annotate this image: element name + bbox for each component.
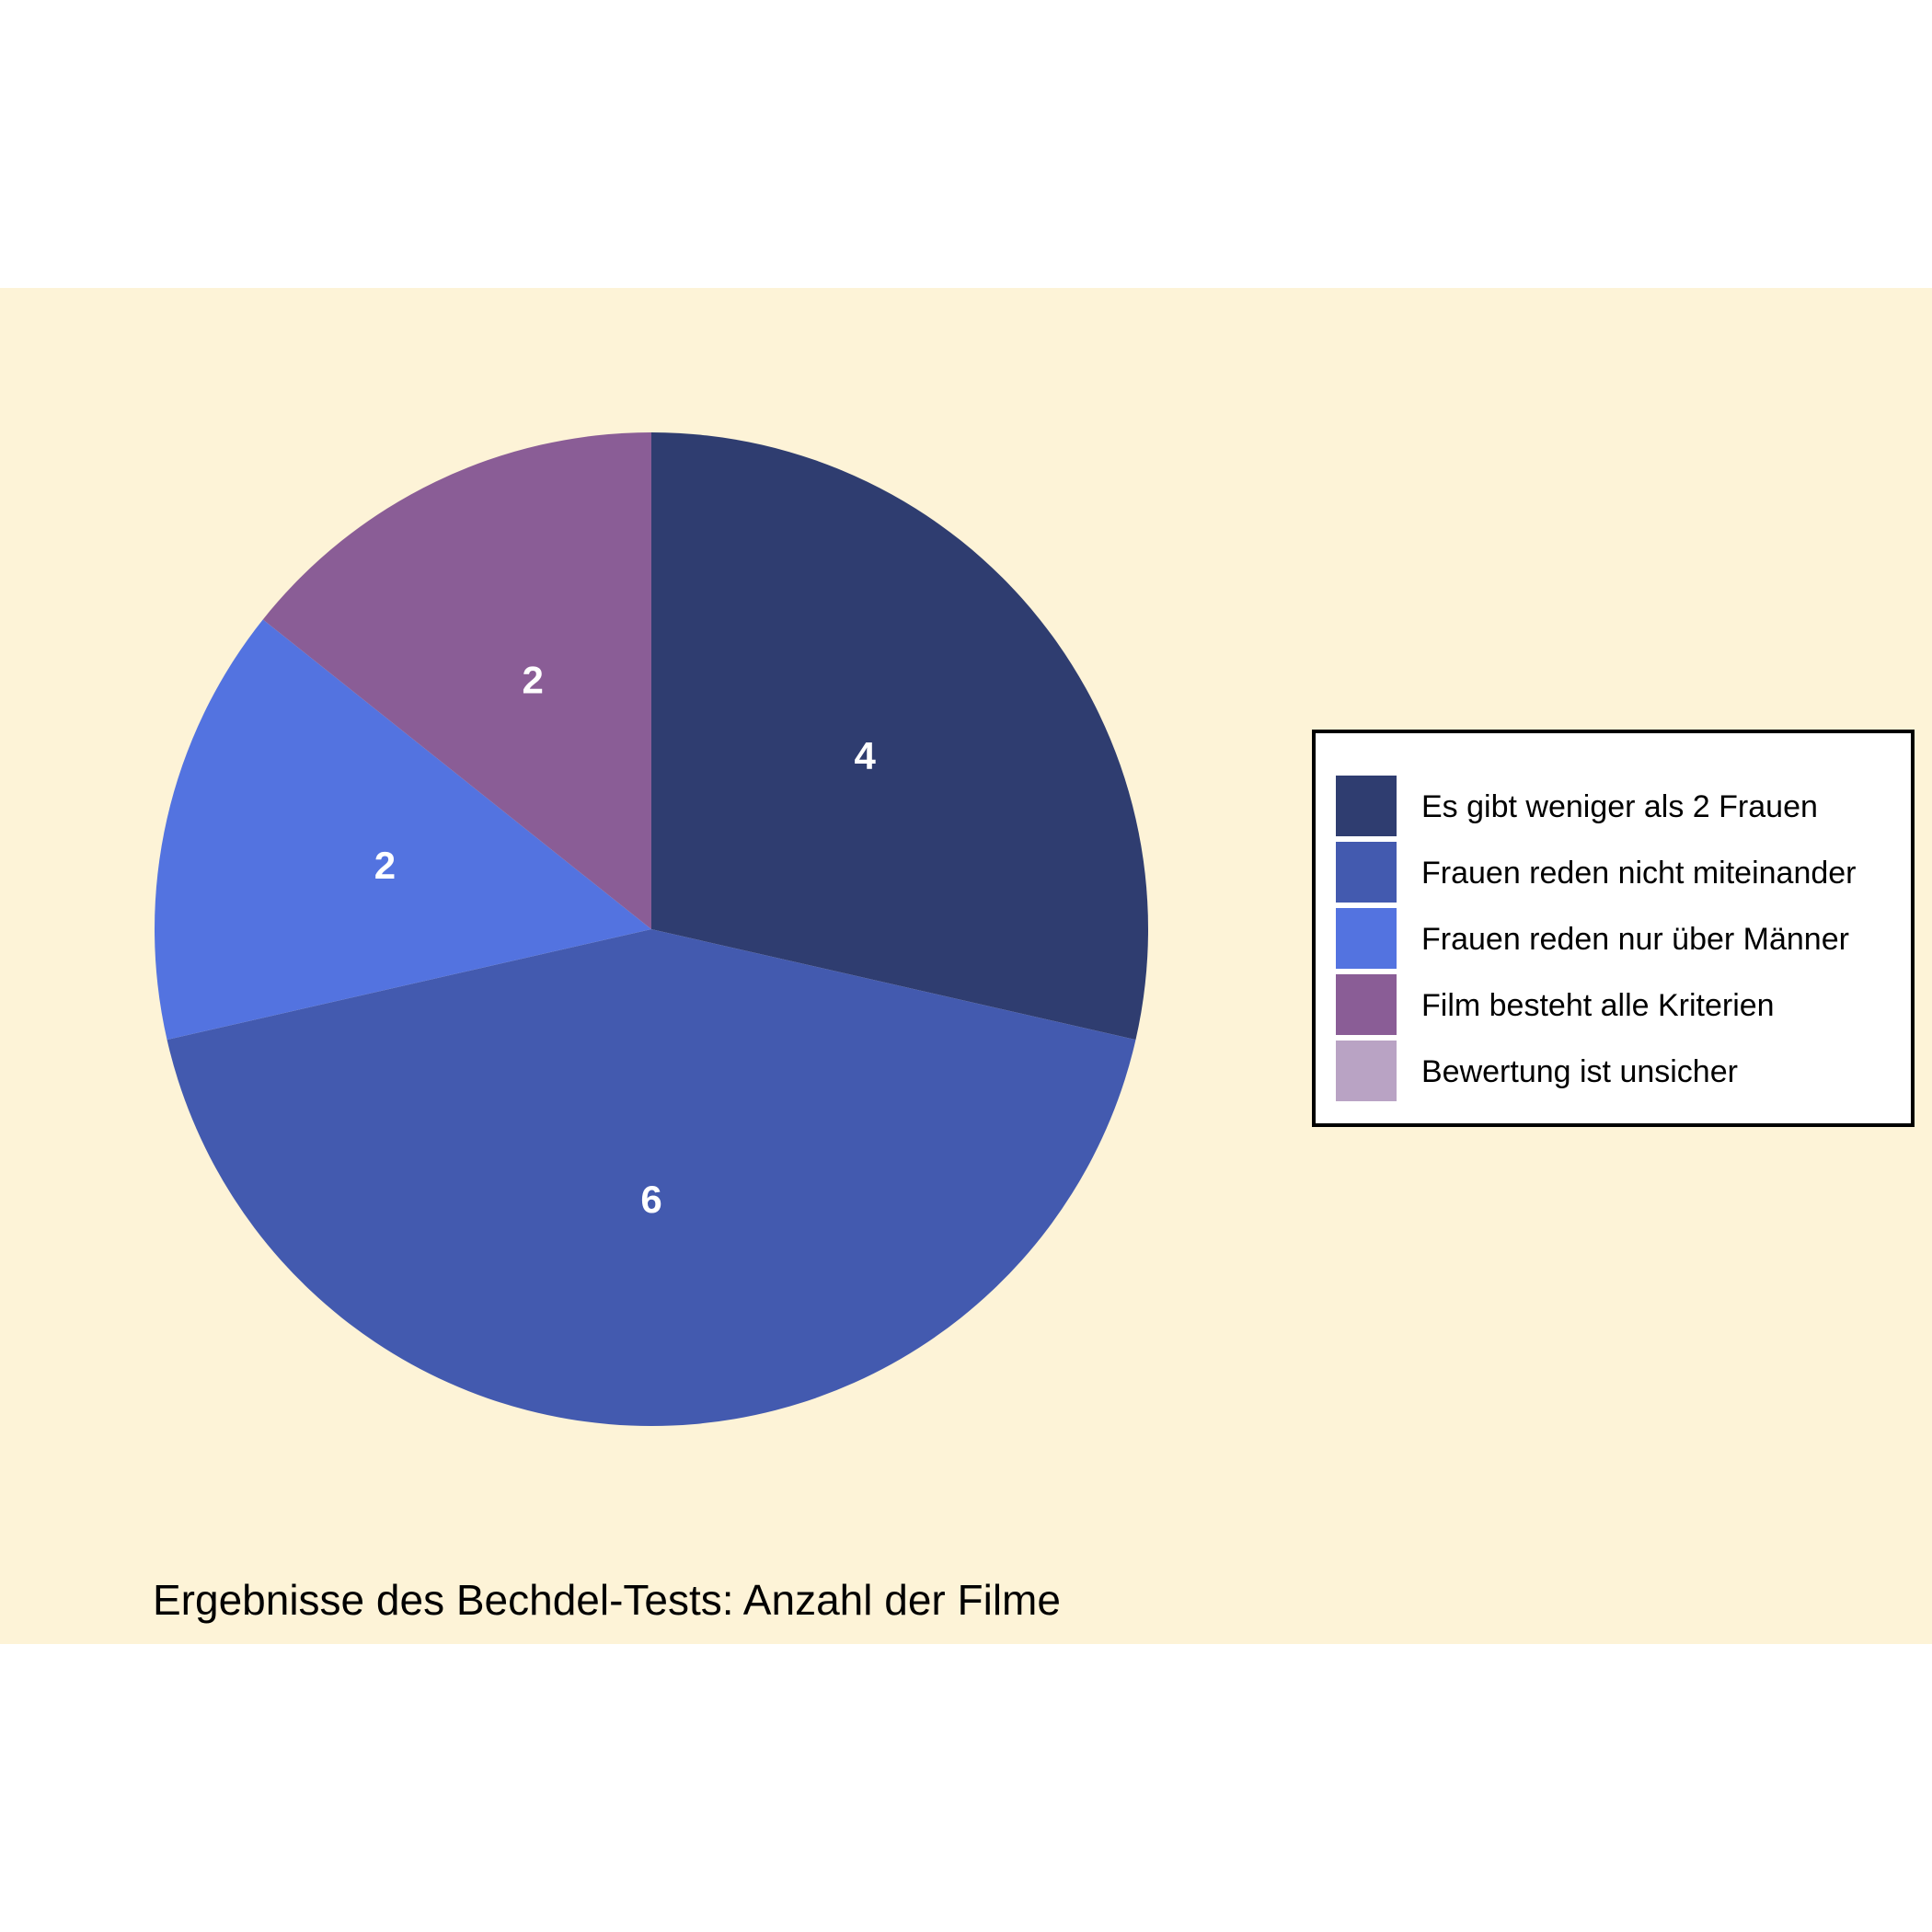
pie-slice	[262, 432, 651, 929]
legend: Es gibt weniger als 2 Frauen Frauen reden…	[1312, 730, 1915, 1127]
slice-value-label: 4	[855, 734, 877, 777]
slice-labels: 4 6 2 2	[374, 659, 877, 1222]
pie-slice	[167, 929, 1136, 1426]
legend-label: Frauen reden nicht miteinander	[1421, 856, 1857, 891]
pie-slice	[155, 619, 652, 1041]
slice-value-label: 6	[640, 1178, 661, 1221]
legend-label: Es gibt weniger als 2 Frauen	[1421, 789, 1818, 824]
legend-swatch	[1336, 1041, 1397, 1101]
legend-swatch	[1336, 776, 1397, 836]
pie-slices	[155, 432, 1149, 1426]
slice-value-label: 2	[522, 659, 543, 702]
legend-label: Frauen reden nur über Männer	[1421, 922, 1849, 957]
legend-swatch	[1336, 974, 1397, 1035]
legend-box	[1312, 730, 1915, 1127]
legend-swatch	[1336, 842, 1397, 903]
chart-caption: Ergebnisse des Bechdel-Tests: Anzahl der…	[153, 1576, 1061, 1624]
legend-label: Film besteht alle Kriterien	[1421, 988, 1775, 1023]
slice-value-label: 2	[374, 844, 396, 887]
legend-swatch	[1336, 908, 1397, 969]
pie-slice	[651, 432, 1149, 1041]
legend-label: Bewertung ist unsicher	[1421, 1054, 1738, 1089]
